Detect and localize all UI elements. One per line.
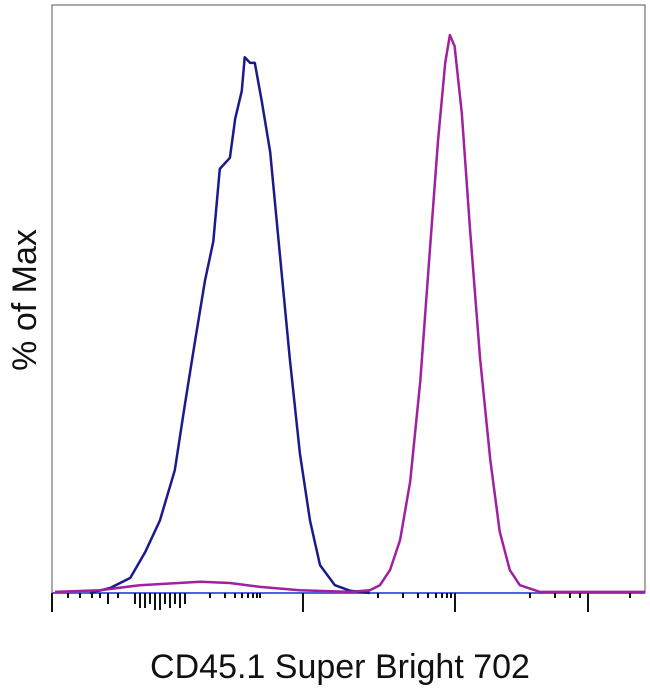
plot-frame: [51, 4, 646, 594]
x-axis-ticks: [51, 593, 631, 612]
histogram-line: [89, 56, 370, 595]
y-axis-label: % of Max: [6, 229, 44, 371]
histogram-line: [54, 33, 645, 594]
x-axis-label: CD45.1 Super Bright 702: [150, 648, 530, 686]
